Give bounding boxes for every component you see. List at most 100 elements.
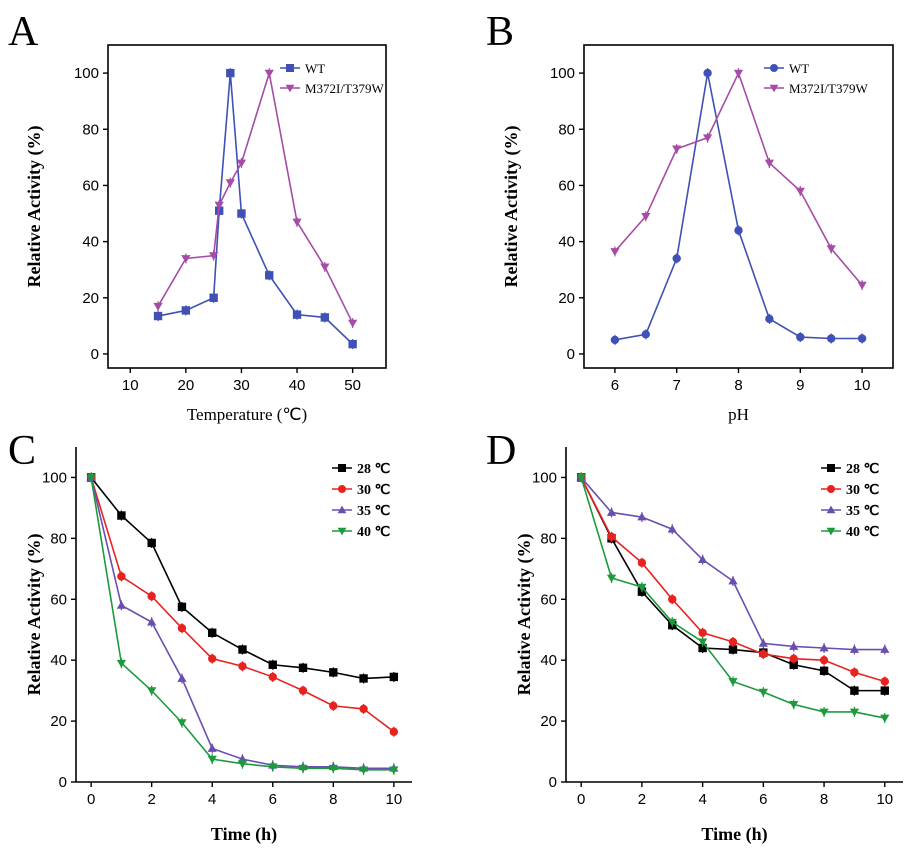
y-tick-label: 100 [532,469,557,486]
y-tick-label: 0 [549,774,557,791]
data-point [702,134,713,143]
data-point [298,686,308,695]
data-point [850,686,859,695]
x-tick-label: 6 [269,791,277,808]
x-tick-label: 4 [208,791,216,808]
legend-marker [770,64,778,72]
data-point [116,659,127,668]
legend-marker [337,505,347,514]
y-tick-label: 40 [50,652,67,669]
x-tick-label: 2 [638,791,646,808]
data-point [668,595,677,604]
series-line [614,72,863,341]
data-point [703,68,712,78]
data-point [177,673,187,682]
data-point [610,248,620,257]
data-point [177,624,187,633]
series-line [157,73,354,345]
data-point [320,313,330,322]
legend-marker [769,84,779,93]
chart-panel-d: D 0 20 40 60 80 100 0 2 4 6 8 10 Time (h) Relative Act… [486,428,903,845]
data-point [728,645,738,654]
x-tick-label: 30 [233,377,250,394]
data-point [728,576,738,585]
plot-frame [107,44,387,369]
data-point [358,766,369,775]
data-point [637,512,647,521]
series-line [157,72,354,324]
y-tick-label: 100 [550,65,575,82]
data-point [238,662,247,671]
chart-panel-b: B 0 20 40 60 80 100 6 7 8 9 10 pH Relative Activity (… [486,9,894,424]
x-tick-label: 6 [759,791,767,808]
data-point [826,245,836,254]
y-tick-label: 100 [42,469,67,486]
data-point [177,602,187,612]
y-tick-label: 20 [50,713,67,730]
x-tick-label: 10 [385,791,402,808]
data-point [147,592,156,601]
x-tick-label: 10 [854,377,871,394]
series-line [90,477,395,733]
data-point [880,644,890,653]
data-point [789,641,799,650]
data-point [292,310,302,319]
series-1 [153,68,358,329]
series-line [90,477,394,770]
data-point [207,743,217,752]
y-tick-label: 20 [558,290,575,307]
legend-label: 35 ℃ [846,504,880,519]
data-point [237,760,248,769]
series-3 [576,472,890,724]
data-point [789,700,799,709]
data-point [268,672,277,682]
y-tick-label: 20 [82,290,99,307]
data-point [606,574,617,583]
data-point [389,766,399,775]
data-point [733,69,744,78]
legend-marker [286,64,294,72]
data-point [641,330,650,339]
panel-letter: B [486,9,514,55]
data-point [147,617,157,626]
y-axis-title: Relative Activity (%) [24,534,45,696]
data-point [789,660,798,669]
data-point [268,660,277,669]
data-point [116,600,127,609]
data-point [880,686,889,695]
x-tick-label: 0 [577,791,585,808]
x-tick-label: 10 [876,791,893,808]
legend-label: 40 ℃ [846,525,880,540]
data-point [236,159,247,168]
series-2 [576,472,890,655]
data-point [238,645,247,654]
data-point [389,727,399,736]
data-point [796,332,805,342]
x-tick-label: 8 [329,791,337,808]
data-point [857,334,867,343]
x-tick-label: 50 [344,377,361,394]
data-point [672,254,681,263]
legend-label: 40 ℃ [357,525,391,540]
data-point [795,187,805,196]
data-point [298,663,308,672]
panel-letter: C [8,428,36,474]
series-line [614,70,863,286]
data-point [264,69,274,78]
legend-label: 28 ℃ [846,462,880,477]
data-point [857,281,867,290]
data-point [667,618,677,627]
panel-letter: D [486,428,516,474]
data-point [208,654,217,663]
data-point [667,524,677,533]
data-point [209,252,219,261]
data-point [819,666,829,676]
data-point [698,628,707,637]
y-tick-label: 0 [567,346,575,363]
y-tick-label: 0 [59,774,67,791]
data-point [576,474,586,483]
y-axis-title: Relative Activity (%) [514,534,535,696]
data-point [268,763,278,772]
y-tick-label: 60 [82,177,99,194]
